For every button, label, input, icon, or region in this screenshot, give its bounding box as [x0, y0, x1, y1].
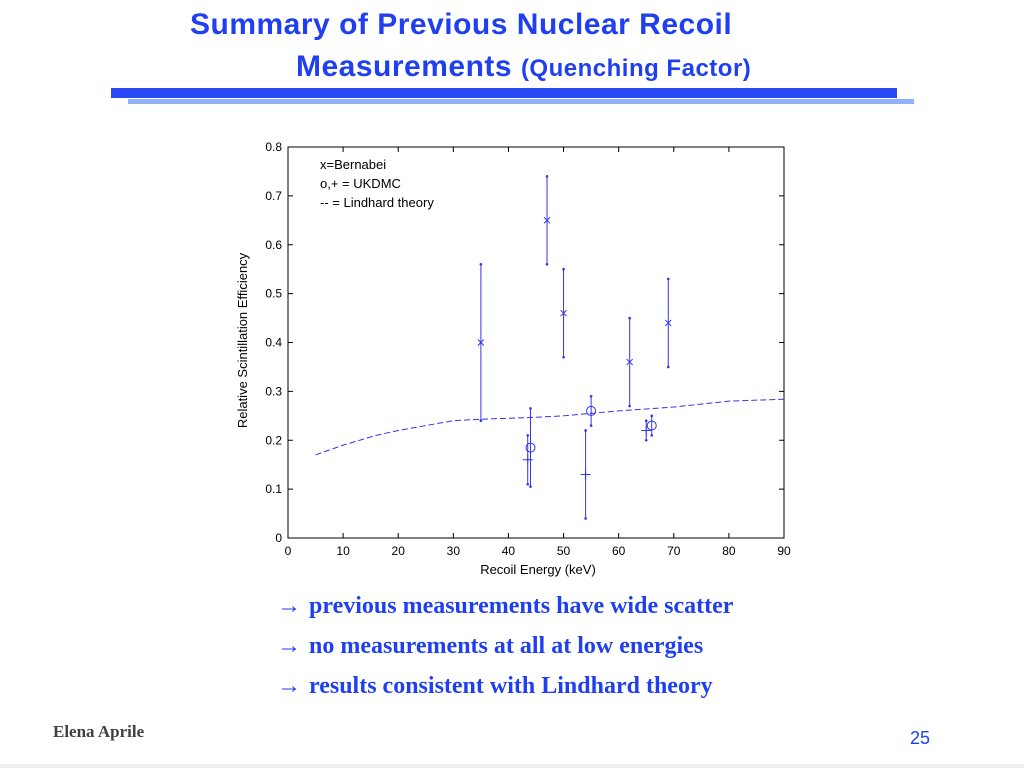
error-bar-cap [545, 263, 549, 266]
x-tick-label: 70 [667, 544, 681, 558]
y-tick-label: 0.6 [265, 238, 282, 252]
error-bar-cap [562, 355, 565, 359]
error-bar-cap [529, 407, 532, 410]
slide-title-line2: Measurements (Quenching Factor) [296, 50, 751, 84]
bernabei-point [477, 339, 485, 346]
bullet-item: → no measurements at all at low energies [277, 628, 733, 668]
bernabei-point [664, 319, 672, 327]
footer-rule [0, 764, 1024, 768]
y-tick-label: 0.5 [265, 287, 282, 301]
x-tick-label: 0 [285, 544, 292, 558]
bernabei-point [560, 309, 567, 317]
plot-frame [287, 146, 785, 539]
y-tick-label: 0.7 [265, 189, 282, 203]
author-name: Elena Aprile [53, 722, 145, 741]
x-tick-label: 30 [447, 544, 461, 558]
error-bar-cap [628, 404, 631, 408]
y-tick-label: 0.4 [265, 336, 282, 350]
x-tick-label: 40 [502, 544, 516, 558]
arrow-right-icon: → [277, 633, 301, 659]
error-bar-cap [650, 414, 654, 418]
y-tick-label: 0.2 [265, 433, 282, 447]
x-tick-label: 10 [336, 544, 350, 558]
error-bar-cap [584, 429, 587, 432]
slide-title-main: Measurements [296, 50, 513, 83]
y-tick-label: 0.3 [265, 384, 282, 398]
error-bar-cap [650, 434, 654, 437]
bullet-text: no measurements at all at low energies [309, 633, 704, 659]
bullet-text: results consistent with Lindhard theory [309, 673, 713, 699]
ukdmc-plus-point [641, 425, 652, 436]
x-tick-label: 90 [777, 544, 791, 558]
error-bar-cap [666, 365, 670, 369]
bullet-item: → previous measurements have wide scatter [277, 588, 733, 628]
error-bar-cap [545, 175, 549, 178]
error-bar-cap [584, 517, 587, 520]
error-bar-cap [526, 482, 530, 486]
bernabei-point [543, 216, 551, 224]
slide-title-subtitle: (Quenching Factor) [520, 55, 752, 82]
x-tick-label: 80 [722, 544, 736, 558]
quenching-factor-chart: 0 10 20 30 40 50 60 70 80 90 0 0.1 0.2 0.3 0.4 0.5 0.6 0.… [235, 140, 791, 577]
arrow-right-icon: → [277, 593, 301, 619]
legend-entry: x=Bernabei [320, 157, 386, 172]
y-tick-label: 0.8 [265, 140, 282, 154]
ukdmc-plus-point [522, 454, 533, 465]
x-tick-label: 60 [612, 544, 626, 558]
y-tick-label: 0.1 [265, 482, 282, 496]
error-bar-cap [562, 267, 565, 271]
title-underline-dark [111, 88, 897, 98]
ukdmc-circle-point [525, 442, 536, 453]
ukdmc-circle-point [586, 405, 597, 416]
error-bar-cap [589, 394, 593, 398]
x-tick-label: 50 [557, 544, 571, 558]
y-axis-label: Relative Scintillation Efficiency [235, 252, 250, 428]
y-tick-label: 0 [275, 531, 282, 545]
error-bar-cap [529, 485, 532, 488]
error-bar-cap [644, 438, 648, 442]
error-bar-cap [628, 316, 631, 320]
bullet-item: → results consistent with Lindhard theory [277, 668, 733, 708]
bullet-list: → previous measurements have wide scatter… [277, 588, 733, 708]
error-bar-cap [479, 419, 483, 423]
slide-title-line1: Summary of Previous Nuclear Recoil [190, 8, 733, 41]
ukdmc-circle-point [646, 420, 657, 431]
bullet-text: previous measurements have wide scatter [309, 593, 734, 619]
x-tick-label: 20 [392, 544, 406, 558]
error-bar-cap [666, 277, 670, 281]
error-bar-cap [589, 424, 593, 427]
error-bar-cap [479, 263, 483, 266]
error-bar-cap [644, 419, 648, 423]
title-underline-light [128, 99, 914, 104]
ukdmc-plus-point [580, 469, 591, 480]
bernabei-point [626, 358, 634, 366]
error-bar-cap [526, 434, 530, 437]
page-number: 25 [910, 728, 931, 748]
lindhard-theory-line [315, 398, 785, 456]
legend-entry: o,+ = UKDMC [320, 176, 401, 191]
x-axis-label: Recoil Energy (keV) [480, 562, 596, 577]
legend-entry: -- = Lindhard theory [320, 195, 434, 210]
arrow-right-icon: → [277, 673, 301, 699]
